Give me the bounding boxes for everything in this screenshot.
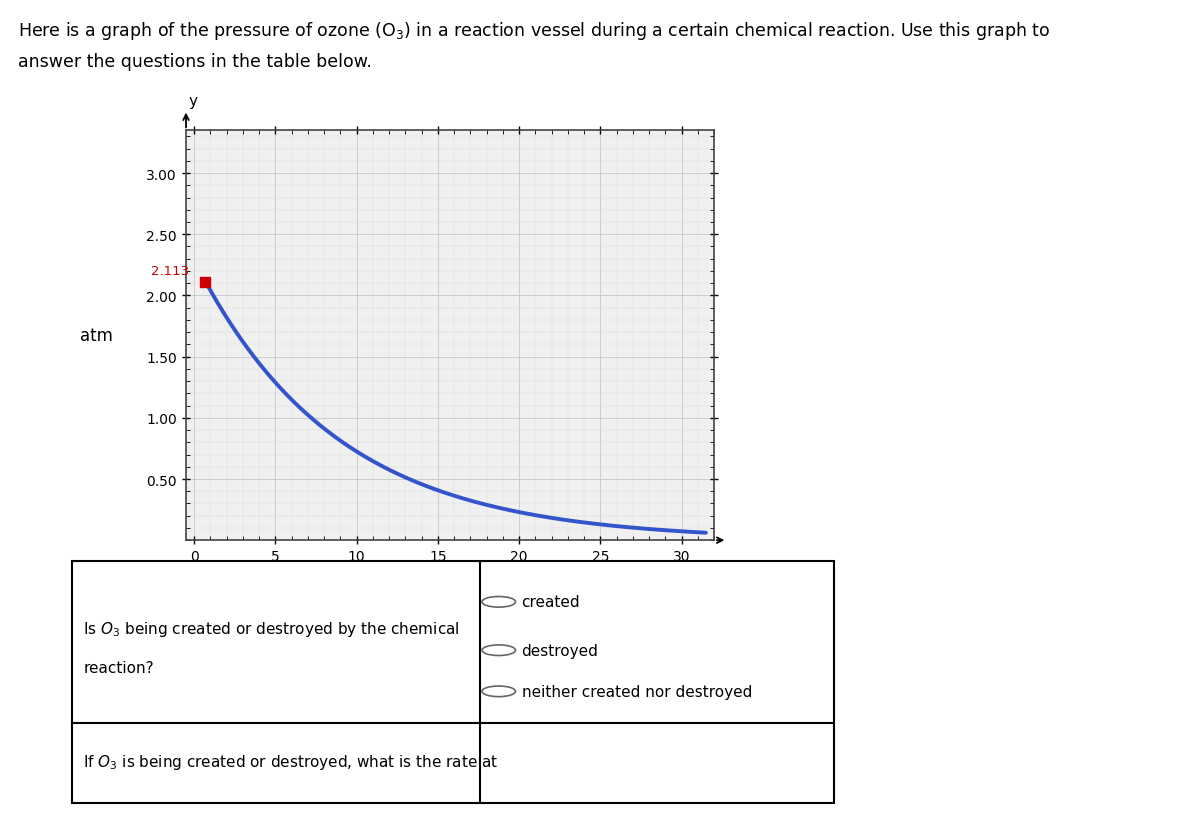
Text: destroyed: destroyed (522, 643, 599, 658)
Text: created: created (522, 595, 581, 609)
Text: answer the questions in the table below.: answer the questions in the table below. (18, 53, 372, 71)
Text: Is $O_3$ being created or destroyed by the chemical: Is $O_3$ being created or destroyed by t… (84, 619, 460, 638)
Circle shape (482, 645, 516, 656)
Text: If $O_3$ is being created or destroyed, what is the rate at: If $O_3$ is being created or destroyed, … (84, 752, 499, 771)
Text: neither created nor destroyed: neither created nor destroyed (522, 684, 752, 699)
Text: y: y (188, 93, 197, 108)
Text: reaction?: reaction? (84, 660, 154, 675)
Text: 2.113: 2.113 (151, 265, 190, 278)
Circle shape (482, 686, 516, 697)
Text: Here is a graph of the pressure of ozone $\left(\mathrm{O_3}\right)$ in a reacti: Here is a graph of the pressure of ozone… (18, 20, 1050, 43)
Circle shape (482, 597, 516, 608)
X-axis label: seconds: seconds (409, 575, 491, 593)
Y-axis label: atm: atm (79, 327, 113, 345)
